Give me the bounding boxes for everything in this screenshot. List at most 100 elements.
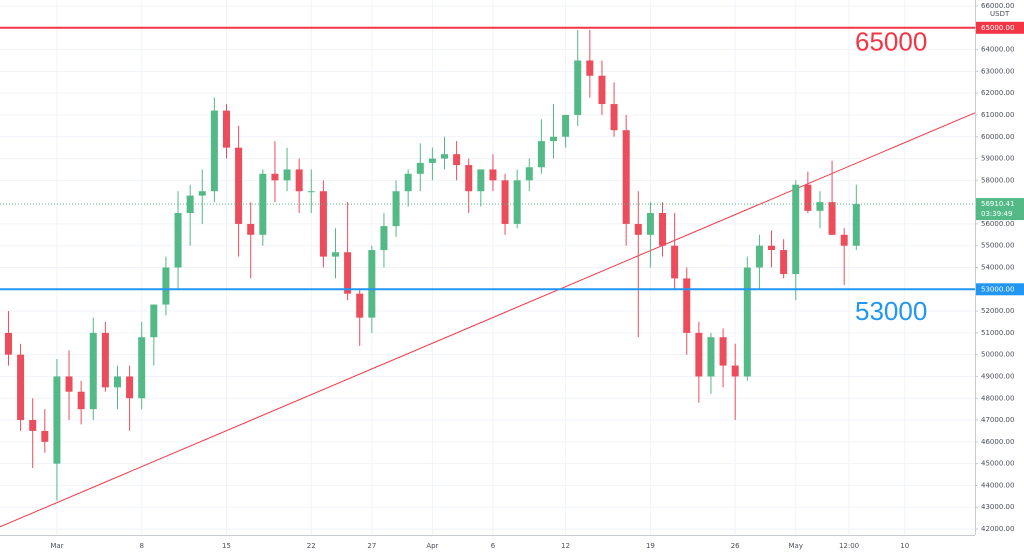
candle-body: [804, 184, 812, 211]
candle-body: [259, 173, 267, 235]
currency-label: USDT: [990, 10, 1010, 18]
candle-body: [17, 354, 25, 421]
x-tick-label: Mar: [50, 542, 63, 550]
level-label-bg: [976, 283, 1024, 296]
candle-body: [441, 154, 449, 159]
x-tick-label: 19: [646, 542, 655, 550]
x-tick-label: 12: [561, 542, 570, 550]
candle-body: [210, 110, 218, 192]
candle-body: [356, 293, 364, 318]
x-tick-label: Apr: [426, 542, 438, 550]
candle-body: [138, 337, 146, 399]
candle-body: [513, 180, 521, 224]
countdown-label: 03:39:49: [981, 210, 1012, 218]
candle-body: [222, 110, 230, 148]
candle-body: [29, 420, 37, 431]
candle-body: [283, 169, 291, 181]
y-tick-label: 43000.00: [981, 503, 1014, 511]
y-tick-label: 58000.00: [981, 176, 1014, 184]
candle-body: [574, 60, 582, 115]
candle-body: [4, 332, 12, 355]
candle-body: [610, 104, 618, 131]
candle-body: [174, 213, 182, 268]
candle-body: [150, 304, 158, 338]
y-tick-label: 45000.00: [981, 460, 1014, 468]
level-label-bg: [976, 21, 1024, 34]
x-tick-label: 12:00: [839, 542, 859, 550]
candle-body: [77, 391, 85, 410]
candle-body: [659, 213, 667, 246]
y-tick-label: 64000.00: [981, 46, 1014, 54]
candle-body: [646, 213, 654, 235]
candle-body: [852, 204, 860, 246]
last-price-label: 56910.41: [981, 200, 1014, 208]
candle-body: [428, 158, 436, 163]
x-tick-label: 26: [731, 542, 740, 550]
candle-body: [41, 430, 49, 442]
y-tick-label: 42000.00: [981, 525, 1014, 533]
candle-body: [113, 376, 121, 388]
x-tick-label: 15: [222, 542, 231, 550]
y-tick-label: 63000.00: [981, 67, 1014, 75]
candle-body: [792, 184, 800, 275]
candle-body: [89, 332, 97, 410]
candle-body: [598, 75, 606, 105]
x-tick-label: 8: [139, 542, 143, 550]
candle-body: [465, 165, 473, 192]
level-label: 65000.00: [981, 24, 1014, 32]
candle-body: [126, 376, 134, 399]
candle-body: [489, 169, 497, 181]
candle-body: [319, 191, 327, 257]
x-tick-label: May: [789, 542, 803, 550]
candle-body: [295, 169, 303, 192]
candle-body: [101, 332, 109, 388]
y-tick-label: 44000.00: [981, 481, 1014, 489]
candle-body: [392, 191, 400, 227]
candle-body: [416, 162, 424, 174]
candle-body: [307, 191, 315, 193]
candle-body: [634, 223, 642, 235]
candle-body: [780, 250, 788, 275]
candle-body: [695, 332, 703, 377]
candle-body: [404, 173, 412, 192]
y-tick-label: 66000.00: [981, 2, 1014, 10]
y-tick-label: 50000.00: [981, 351, 1014, 359]
candle-body: [53, 376, 61, 464]
candle-body: [368, 250, 376, 318]
candle-body: [719, 337, 727, 366]
candle-body: [683, 278, 691, 333]
candle-body: [453, 154, 461, 166]
x-tick-label: 22: [307, 542, 316, 550]
x-tick-label: 6: [491, 542, 496, 550]
candle-body: [162, 267, 170, 305]
x-tick-label: 10: [900, 542, 909, 550]
candle-body: [562, 114, 570, 137]
candle-body: [65, 376, 73, 392]
y-tick-label: 59000.00: [981, 155, 1014, 163]
candle-body: [550, 136, 558, 142]
candle-body: [755, 245, 763, 268]
candle-body: [586, 60, 594, 76]
candle-body: [235, 147, 243, 224]
candle-body: [707, 337, 715, 377]
candle-body: [344, 252, 352, 294]
y-tick-label: 52000.00: [981, 307, 1014, 315]
level-annotation: 65000: [855, 27, 927, 57]
y-tick-label: 51000.00: [981, 329, 1014, 337]
candle-body: [525, 167, 533, 181]
candle-body: [331, 252, 339, 257]
y-tick-label: 62000.00: [981, 89, 1014, 97]
candle-body: [622, 130, 630, 224]
y-tick-label: 47000.00: [981, 416, 1014, 424]
y-tick-label: 48000.00: [981, 394, 1014, 402]
y-tick-label: 49000.00: [981, 372, 1014, 380]
candle-body: [380, 226, 388, 251]
candle-body: [247, 223, 255, 235]
last-price-bg: [976, 198, 1024, 221]
candle-body: [477, 169, 485, 192]
candle-body: [198, 191, 206, 196]
candle-body: [743, 267, 751, 377]
candle-body: [186, 195, 194, 214]
